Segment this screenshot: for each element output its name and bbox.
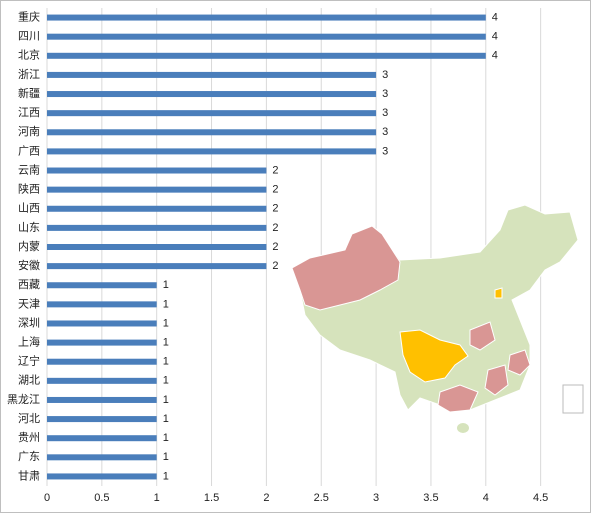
y-tick-label: 天津 <box>18 297 40 310</box>
value-label: 2 <box>272 184 278 196</box>
x-tick-label: 4 <box>483 492 489 504</box>
value-label: 4 <box>492 31 498 43</box>
value-label: 2 <box>272 203 278 215</box>
y-tick-label: 安徽 <box>18 258 40 272</box>
bar <box>47 263 267 270</box>
y-tick-label: 内蒙 <box>18 239 40 253</box>
bar <box>47 454 157 461</box>
value-label: 4 <box>492 50 498 62</box>
value-label: 1 <box>163 451 169 463</box>
x-tick-label: 2 <box>263 492 269 504</box>
bar <box>47 167 267 174</box>
y-tick-label: 上海 <box>18 335 40 349</box>
value-label: 1 <box>163 470 169 482</box>
value-label: 1 <box>163 394 169 406</box>
x-tick-label: 3.5 <box>423 492 438 504</box>
value-label: 2 <box>272 241 278 253</box>
bar <box>47 320 157 327</box>
value-label: 2 <box>272 222 278 234</box>
bar <box>47 282 157 289</box>
y-tick-label: 辽宁 <box>18 354 40 368</box>
bar <box>47 301 157 308</box>
y-tick-label: 广东 <box>18 450 40 463</box>
y-tick-label: 四川 <box>18 31 40 43</box>
bar <box>47 396 157 403</box>
map-inset <box>291 204 584 433</box>
value-label: 3 <box>382 69 388 81</box>
bar <box>47 14 486 21</box>
value-label: 2 <box>272 164 278 176</box>
y-tick-label: 深圳 <box>18 316 40 329</box>
y-tick-label: 新疆 <box>18 86 40 100</box>
bar <box>47 33 486 40</box>
y-tick-label: 广西 <box>18 144 40 157</box>
value-label: 1 <box>163 375 169 387</box>
value-label: 2 <box>272 260 278 272</box>
bar <box>47 205 267 212</box>
y-tick-label: 北京 <box>18 48 40 62</box>
y-tick-label: 山东 <box>18 221 40 234</box>
y-tick-label: 河南 <box>18 125 40 138</box>
y-tick-label: 陕西 <box>18 182 40 196</box>
bar <box>47 435 157 442</box>
bar <box>47 358 157 365</box>
x-tick-label: 3 <box>373 492 379 504</box>
x-tick-label: 2.5 <box>314 492 329 504</box>
value-label: 1 <box>163 279 169 291</box>
value-label: 3 <box>382 107 388 119</box>
y-tick-label: 山西 <box>18 202 40 215</box>
y-tick-label: 黑龙江 <box>7 393 40 406</box>
x-tick-label: 1 <box>154 492 160 504</box>
bar <box>47 473 157 480</box>
bar <box>47 224 267 231</box>
value-label: 4 <box>492 11 498 23</box>
bar <box>47 52 486 59</box>
value-label: 1 <box>163 337 169 349</box>
bar <box>47 416 157 423</box>
bar <box>47 244 267 250</box>
y-tick-label: 贵州 <box>18 431 40 444</box>
y-tick-label: 西藏 <box>18 278 40 291</box>
x-tick-label: 1.5 <box>204 492 219 504</box>
y-tick-label: 河北 <box>18 412 40 425</box>
x-tick-label: 0 <box>44 492 50 504</box>
y-tick-label: 湖北 <box>18 374 40 387</box>
bar <box>47 186 267 193</box>
bar <box>47 71 377 78</box>
value-label: 3 <box>382 145 388 157</box>
y-tick-label: 甘肃 <box>18 469 40 482</box>
value-label: 1 <box>163 432 169 444</box>
bar <box>47 377 157 384</box>
bar <box>47 129 377 136</box>
bar <box>47 110 377 117</box>
y-tick-label: 云南 <box>18 163 40 176</box>
value-label: 1 <box>163 298 169 310</box>
bar <box>47 148 377 155</box>
y-tick-label: 重庆 <box>18 9 40 23</box>
value-label: 3 <box>382 88 388 100</box>
x-tick-label: 4.5 <box>533 492 548 504</box>
value-label: 1 <box>163 413 169 425</box>
y-tick-label: 浙江 <box>18 68 40 81</box>
value-label: 3 <box>382 126 388 138</box>
y-tick-label: 江西 <box>18 106 40 119</box>
value-label: 1 <box>163 317 169 329</box>
bar <box>47 339 157 346</box>
bar <box>47 91 377 98</box>
value-label: 1 <box>163 356 169 368</box>
x-tick-label: 0.5 <box>94 492 109 504</box>
